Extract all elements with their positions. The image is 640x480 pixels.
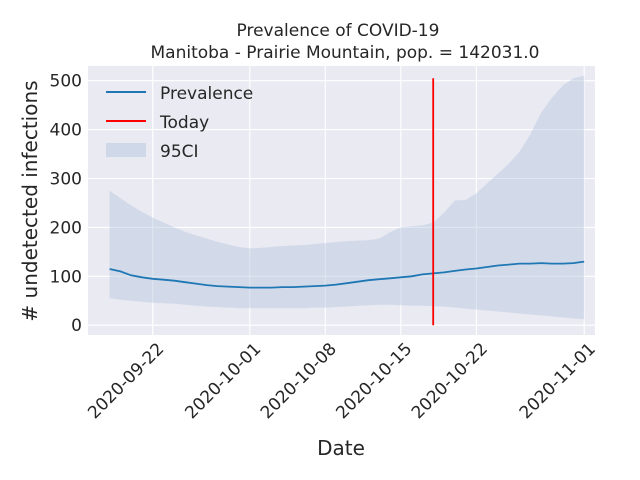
legend: Prevalence Today 95CI — [106, 84, 253, 162]
ci-band-95ci — [109, 75, 585, 320]
y-tick-label-0: 0 — [71, 316, 82, 336]
y-tick-label-4: 400 — [50, 121, 82, 141]
ci-area-group — [109, 75, 585, 320]
y-tick-label-3: 300 — [50, 169, 82, 189]
y-tick-labels: 0 100 200 300 400 500 — [50, 72, 82, 337]
y-tick-label-2: 200 — [50, 218, 82, 238]
legend-swatch-95ci — [106, 143, 146, 157]
y-axis-label: # undetected infections — [18, 80, 42, 321]
legend-label-prevalence: Prevalence — [160, 84, 253, 104]
chart-subtitle: Manitoba - Prairie Mountain, pop. = 1420… — [150, 43, 539, 63]
legend-label-today: Today — [159, 113, 209, 133]
y-tick-label-5: 500 — [50, 72, 82, 92]
grid-lines — [88, 66, 595, 335]
series-line-prevalence — [109, 260, 585, 289]
legend-label-95ci: 95CI — [160, 142, 199, 162]
series-line-group — [109, 260, 585, 289]
plot-area — [88, 66, 595, 335]
x-axis-label: Date — [317, 436, 365, 460]
y-tick-label-1: 100 — [50, 267, 82, 287]
chart-title: Prevalence of COVID-19 — [237, 21, 440, 41]
